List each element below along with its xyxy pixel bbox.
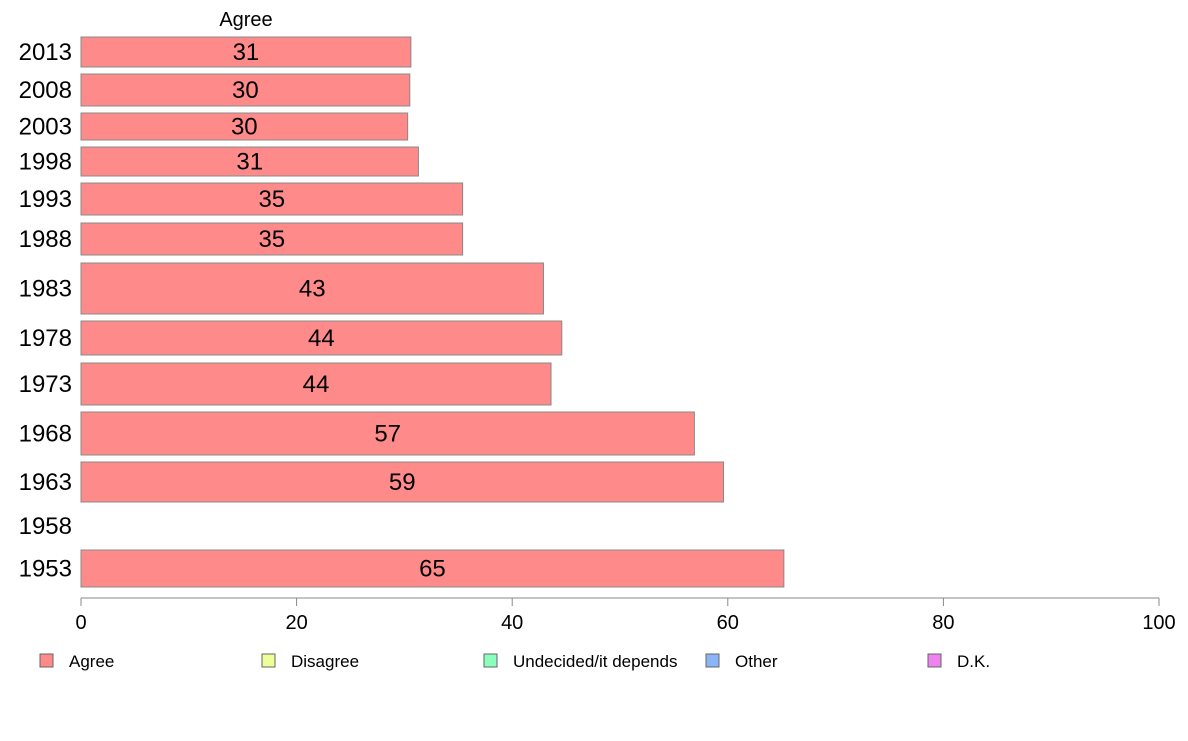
bar-value-label-1953: 65 [419, 556, 446, 583]
panel-label: Agree [219, 9, 272, 31]
y-tick-label-1973: 1973 [19, 371, 72, 398]
legend-swatch-3 [705, 653, 720, 668]
bar-1998 [80, 146, 419, 177]
x-axis: 0 20 40 60 80 100 [75, 597, 1176, 634]
bar-value-label-1978: 44 [308, 325, 335, 352]
bar-value-label-1973: 44 [303, 371, 330, 398]
y-tick-label-1998: 1998 [19, 149, 72, 176]
legend: Agree Disagree Undecided/it depends Other D.… [39, 652, 990, 671]
y-tick-label-1968: 1968 [19, 421, 72, 448]
bars-group: 31 30 30 31 35 35 43 44 44 57 59 65 [80, 36, 785, 588]
legend-swatch-4 [927, 653, 942, 668]
legend-swatch-1 [261, 653, 276, 668]
bar-value-label-1998: 31 [236, 149, 263, 176]
bar-1983 [80, 262, 544, 315]
x-tick-label-60: 60 [717, 612, 739, 634]
bar-1953 [80, 549, 785, 588]
bar-value-label-2003: 30 [231, 114, 258, 141]
bar-value-label-1968: 57 [374, 421, 401, 448]
x-tick-label-40: 40 [501, 612, 523, 634]
x-tick-label-100: 100 [1142, 612, 1175, 634]
bar-value-label-1963: 59 [389, 469, 416, 496]
y-tick-label-1983: 1983 [19, 276, 72, 303]
bar-1978 [80, 320, 563, 356]
legend-label-4: D.K. [957, 652, 990, 671]
bar-value-label-1988: 35 [258, 226, 285, 253]
y-axis-labels: 2013 2008 2003 1998 1993 1988 1983 1978 1973 1968… [19, 39, 72, 583]
y-tick-label-1953: 1953 [19, 556, 72, 583]
bar-value-label-1983: 43 [299, 276, 326, 303]
bar-1988 [80, 222, 464, 256]
y-tick-label-1958: 1958 [19, 513, 72, 540]
bar-1973 [80, 362, 552, 406]
y-tick-label-1993: 1993 [19, 186, 72, 213]
bar-1993 [80, 182, 464, 216]
legend-swatch-0 [39, 653, 54, 668]
bar-value-label-2008: 30 [232, 77, 259, 104]
legend-label-1: Disagree [291, 652, 359, 671]
bar-1968 [80, 411, 695, 456]
bar-2013 [80, 36, 412, 68]
y-tick-label-2013: 2013 [19, 39, 72, 66]
bar-1963 [80, 461, 724, 503]
legend-label-3: Other [735, 652, 778, 671]
y-tick-label-1963: 1963 [19, 469, 72, 496]
y-tick-label-2003: 2003 [19, 114, 72, 141]
x-tick-label-0: 0 [75, 612, 86, 634]
bar-value-label-2013: 31 [233, 39, 260, 66]
bar-2008 [80, 73, 411, 107]
legend-label-0: Agree [69, 652, 114, 671]
x-tick-label-80: 80 [932, 612, 954, 634]
x-tick-label-20: 20 [285, 612, 307, 634]
y-tick-label-1988: 1988 [19, 226, 72, 253]
y-tick-label-2008: 2008 [19, 77, 72, 104]
legend-swatch-2 [483, 653, 498, 668]
legend-label-2: Undecided/it depends [513, 652, 677, 671]
y-tick-label-1978: 1978 [19, 325, 72, 352]
bar-value-label-1993: 35 [258, 186, 285, 213]
bar-2003 [80, 112, 409, 141]
